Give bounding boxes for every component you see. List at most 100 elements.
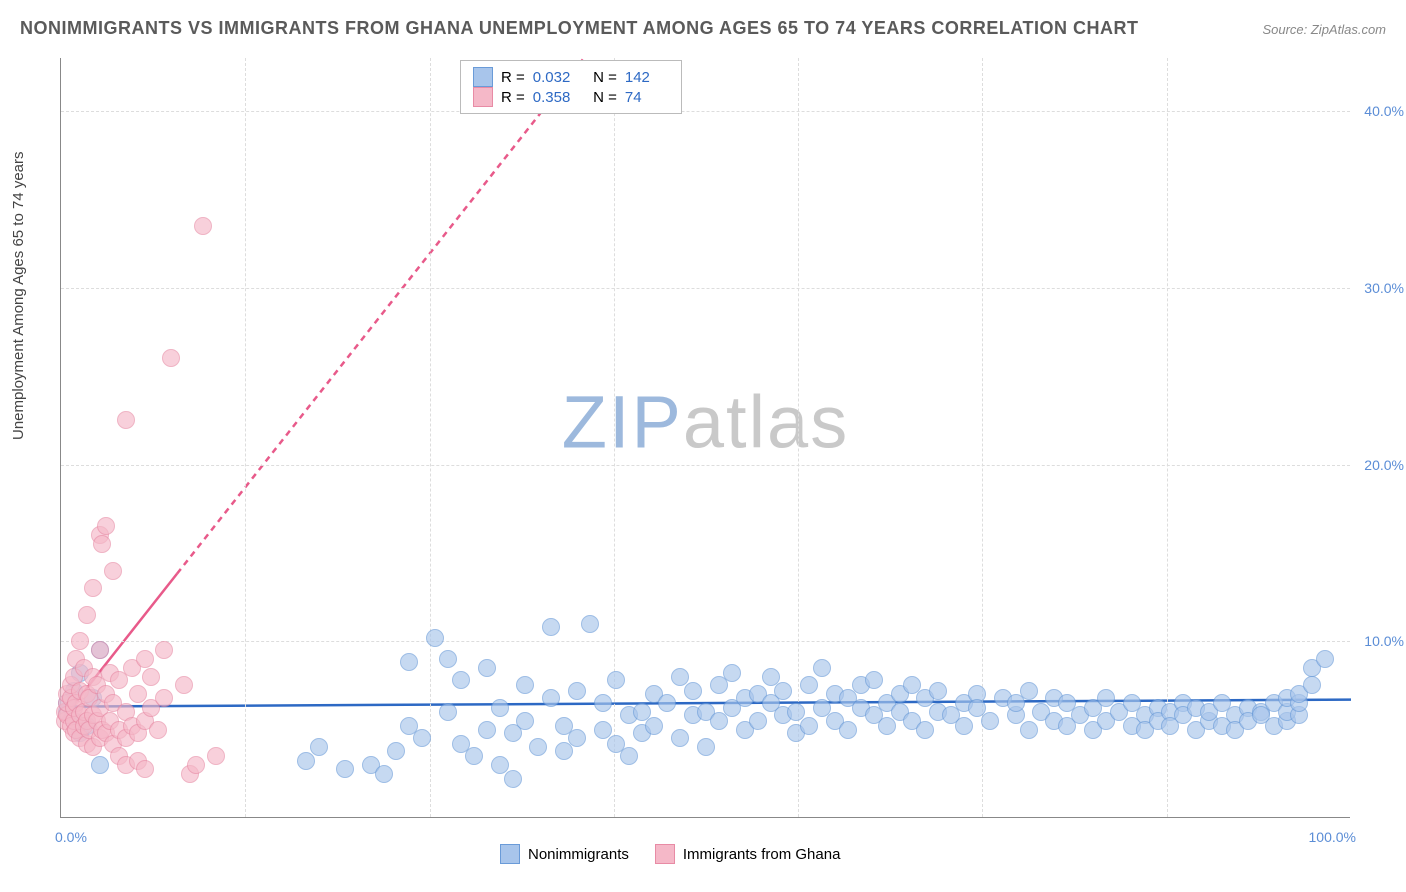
data-point: [194, 217, 212, 235]
legend-item-nonimmigrants: Nonimmigrants: [500, 844, 629, 864]
data-point: [413, 729, 431, 747]
data-point: [581, 615, 599, 633]
gridline-h: [61, 465, 1350, 466]
legend-row-immigrants: R = 0.358 N = 74: [473, 87, 669, 107]
legend-swatch-blue: [473, 67, 493, 87]
watermark: ZIPatlas: [562, 380, 849, 465]
data-point: [813, 659, 831, 677]
data-point: [93, 535, 111, 553]
watermark-part2: atlas: [683, 381, 849, 464]
data-point: [136, 650, 154, 668]
data-point: [516, 676, 534, 694]
data-point: [207, 747, 225, 765]
data-point: [929, 682, 947, 700]
data-point: [375, 765, 393, 783]
data-point: [84, 579, 102, 597]
data-point: [155, 689, 173, 707]
data-point: [658, 694, 676, 712]
watermark-part1: ZIP: [562, 381, 683, 464]
data-point: [71, 632, 89, 650]
data-point: [800, 717, 818, 735]
data-point: [155, 641, 173, 659]
data-point: [645, 717, 663, 735]
gridline-v: [245, 58, 246, 817]
data-point: [594, 694, 612, 712]
data-point: [336, 760, 354, 778]
data-point: [542, 689, 560, 707]
legend-swatch-pink: [473, 87, 493, 107]
data-point: [955, 717, 973, 735]
gridline-h: [61, 288, 1350, 289]
legend-r-label: R =: [501, 89, 525, 106]
data-point: [671, 729, 689, 747]
legend-n-value: 74: [625, 89, 669, 106]
data-point: [568, 729, 586, 747]
legend-label: Nonimmigrants: [528, 846, 629, 863]
legend-row-nonimmigrants: R = 0.032 N = 142: [473, 67, 669, 87]
data-point: [800, 676, 818, 694]
gridline-v: [614, 58, 615, 817]
data-point: [542, 618, 560, 636]
data-point: [684, 682, 702, 700]
data-point: [981, 712, 999, 730]
scatter-chart: ZIPatlas 10.0%20.0%30.0%40.0%0.0%100.0%: [60, 58, 1350, 818]
data-point: [117, 411, 135, 429]
data-point: [91, 756, 109, 774]
data-point: [478, 659, 496, 677]
legend-label: Immigrants from Ghana: [683, 846, 841, 863]
y-tick-label: 10.0%: [1364, 633, 1404, 649]
data-point: [607, 671, 625, 689]
data-point: [78, 606, 96, 624]
data-point: [1303, 676, 1321, 694]
data-point: [439, 650, 457, 668]
data-point: [774, 682, 792, 700]
legend-r-value: 0.358: [533, 89, 577, 106]
data-point: [749, 712, 767, 730]
data-point: [97, 517, 115, 535]
data-point: [310, 738, 328, 756]
data-point: [723, 664, 741, 682]
data-point: [426, 629, 444, 647]
data-point: [91, 641, 109, 659]
data-point: [516, 712, 534, 730]
x-tick-label: 0.0%: [55, 829, 87, 845]
data-point: [149, 721, 167, 739]
legend-swatch-blue: [500, 844, 520, 864]
data-point: [697, 738, 715, 756]
data-point: [1020, 721, 1038, 739]
y-axis-label: Unemployment Among Ages 65 to 74 years: [10, 151, 27, 440]
data-point: [162, 349, 180, 367]
data-point: [297, 752, 315, 770]
data-point: [465, 747, 483, 765]
correlation-legend: R = 0.032 N = 142 R = 0.358 N = 74: [460, 60, 682, 114]
legend-n-label: N =: [585, 89, 617, 106]
data-point: [478, 721, 496, 739]
gridline-h: [61, 641, 1350, 642]
source-label: Source: ZipAtlas.com: [1262, 22, 1386, 37]
data-point: [1316, 650, 1334, 668]
data-point: [916, 721, 934, 739]
data-point: [529, 738, 547, 756]
legend-r-value: 0.032: [533, 69, 577, 86]
data-point: [136, 760, 154, 778]
legend-swatch-pink: [655, 844, 675, 864]
data-point: [1020, 682, 1038, 700]
series-legend: Nonimmigrants Immigrants from Ghana: [500, 844, 840, 864]
gridline-v: [430, 58, 431, 817]
legend-n-label: N =: [585, 69, 617, 86]
gridline-h: [61, 111, 1350, 112]
data-point: [620, 747, 638, 765]
data-point: [400, 653, 418, 671]
legend-item-immigrants: Immigrants from Ghana: [655, 844, 841, 864]
data-point: [452, 671, 470, 689]
data-point: [175, 676, 193, 694]
legend-n-value: 142: [625, 69, 669, 86]
data-point: [839, 721, 857, 739]
data-point: [491, 699, 509, 717]
x-tick-label: 100.0%: [1309, 829, 1356, 845]
data-point: [142, 668, 160, 686]
data-point: [865, 671, 883, 689]
data-point: [439, 703, 457, 721]
data-point: [568, 682, 586, 700]
data-point: [504, 770, 522, 788]
